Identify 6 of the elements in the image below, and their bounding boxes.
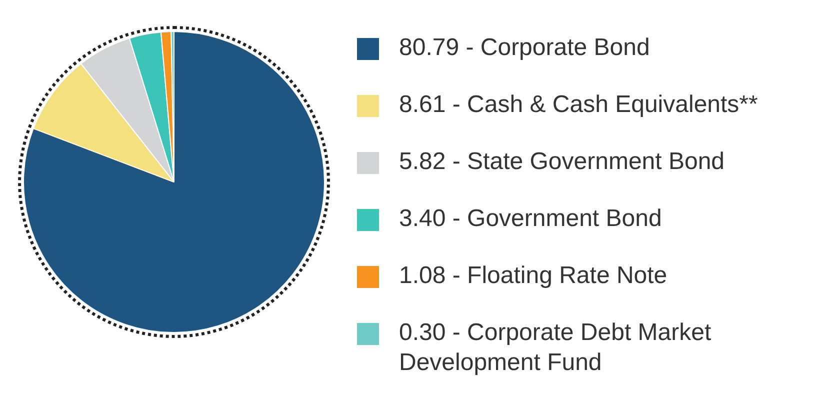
legend-label: 0.30 - Corporate Debt Market Development Fund — [399, 318, 712, 378]
legend-label: 3.40 - Government Bond — [399, 204, 663, 234]
legend-label: 1.08 - Floating Rate Note — [399, 261, 668, 291]
legend-label: 80.79 - Corporate Bond — [399, 33, 651, 63]
legend-label: 8.61 - Cash & Cash Equivalents** — [399, 90, 759, 120]
legend-label: 5.82 - State Government Bond — [399, 147, 726, 177]
